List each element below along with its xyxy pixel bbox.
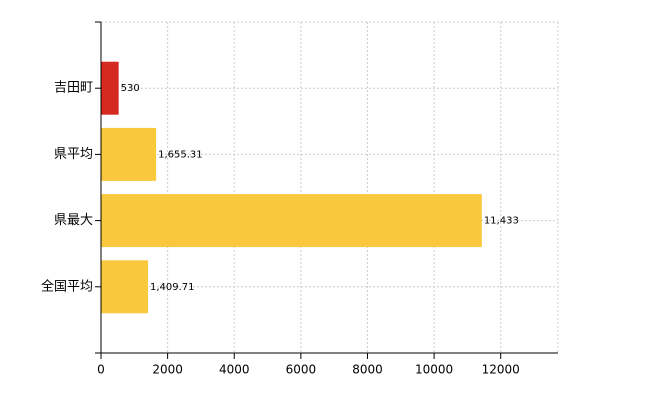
bar	[101, 61, 119, 115]
value-label: 1,409.71	[150, 282, 195, 293]
bar	[101, 194, 482, 248]
y-tick-label: 全国平均	[41, 278, 93, 294]
x-tick-label: 2000	[152, 363, 183, 377]
x-tick-label: 6000	[286, 363, 317, 377]
x-tick-label: 12000	[482, 363, 520, 377]
value-label: 530	[121, 83, 140, 94]
bar	[101, 260, 148, 314]
x-tick-label: 0	[97, 363, 105, 377]
x-tick-label: 4000	[219, 363, 250, 377]
x-tick-label: 8000	[352, 363, 383, 377]
value-label: 11,433	[484, 216, 519, 227]
bar	[101, 127, 157, 181]
y-tick-label: 県平均	[54, 147, 93, 162]
y-tick-label: 県最大	[54, 213, 93, 228]
y-tick-label: 吉田町	[54, 81, 93, 96]
x-tick-label: 10000	[415, 363, 453, 377]
value-label: 1,655.31	[158, 149, 203, 160]
